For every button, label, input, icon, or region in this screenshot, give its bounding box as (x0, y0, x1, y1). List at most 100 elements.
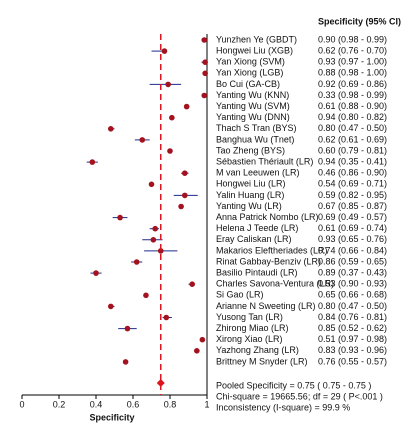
study-name: Eray Caliskan (LR) (216, 234, 292, 244)
study-name: Hongwei Liu (XGB) (216, 45, 293, 55)
point (89, 159, 96, 165)
study-value: 0.76 (0.55 - 0.57) (318, 356, 387, 366)
x-tick-label: 0.4 (90, 399, 103, 409)
x-tick-label: 0.2 (53, 399, 66, 409)
point (201, 92, 208, 99)
study-value: 0.83 (0.93 - 0.96) (318, 345, 387, 355)
pooled-diamond (156, 379, 165, 387)
point (124, 325, 131, 332)
point (201, 37, 208, 43)
x-tick-label: 0.8 (164, 399, 177, 409)
study-name: Helena J Teede (LR) (216, 223, 298, 233)
study-name: Si Gao (LR) (216, 290, 264, 300)
point (182, 192, 188, 199)
study-value: 0.61 (0.88 - 0.90) (318, 101, 387, 111)
study-name: Anna Patrick Nombo (LR) (216, 212, 319, 222)
point (161, 48, 168, 54)
study-name: Yanting Wu (KNN) (216, 90, 289, 100)
study-name: Banghua Wu (Tnet) (216, 134, 294, 144)
study-name: Rinat Gabbay-Benziv (LR) (216, 256, 321, 266)
study-value: 0.54 (0.69 - 0.71) (318, 179, 387, 189)
study-value: 0.65 (0.66 - 0.68) (318, 290, 387, 300)
point (178, 203, 184, 210)
study-value: 0.46 (0.86 - 0.90) (318, 168, 387, 178)
study-value: 0.61 (0.69 - 0.74) (318, 223, 387, 233)
study-value: 0.62 (0.76 - 0.70) (318, 45, 387, 55)
point (108, 126, 114, 132)
study-value: 0.51 (0.97 - 0.98) (318, 334, 387, 344)
header: Specificity (95% CI) (318, 16, 401, 26)
study-name: Arianne N Sweeting (LR) (216, 301, 316, 311)
point (143, 292, 149, 299)
study-name: Tao Zheng (BYS) (216, 145, 285, 155)
point (152, 225, 158, 232)
study-name: Hongwei Liu (LR) (216, 179, 286, 189)
study-value: 0.86 (0.59 - 0.65) (318, 256, 387, 266)
point (139, 137, 146, 143)
study-name: Zhirong Miao (LR) (216, 323, 289, 333)
point (108, 303, 114, 310)
study-name: Yalin Huang (LR) (216, 190, 284, 200)
study-value: 0.53 (0.90 - 0.93) (318, 279, 387, 289)
study-value: 0.80 (0.47 - 0.50) (318, 301, 387, 311)
point (199, 336, 206, 343)
x-axis-title: Specificity (89, 412, 134, 422)
study-name: Makarios Eleftheriades (LR) (216, 245, 328, 255)
study-name: Thach S Tran (BYS) (216, 123, 297, 133)
point (189, 281, 195, 288)
study-value: 0.33 (0.98 - 0.99) (318, 90, 387, 100)
study-value: 0.93 (0.65 - 0.76) (318, 234, 387, 244)
study-name: Yusong Tan (LR) (216, 312, 283, 322)
study-name: Charles Savona-Ventura (LR) (216, 279, 334, 289)
study-value: 0.62 (0.61 - 0.69) (318, 134, 387, 144)
point (165, 81, 171, 88)
study-value: 0.80 (0.47 - 0.50) (318, 123, 387, 133)
study-value: 0.84 (0.76 - 0.81) (318, 312, 387, 322)
x-tick-label: 1 (204, 399, 209, 409)
study-value: 0.89 (0.37 - 0.43) (318, 267, 387, 277)
study-value: 0.60 (0.79 - 0.81) (318, 145, 387, 155)
study-name: Sébastien Thériault (LR) (216, 156, 313, 166)
study-name: Yan Xiong (SVM) (216, 57, 285, 67)
pooled-text: Pooled Specificity = 0.75 ( 0.75 - 0.75 … (216, 380, 371, 390)
point (117, 214, 123, 221)
study-name: Yanting Wu (SVM) (216, 101, 290, 111)
study-name: Basilio Pintaudi (LR) (216, 267, 298, 277)
study-name: Bo Cui (GA-CB) (216, 79, 280, 89)
point (182, 170, 188, 176)
study-name: Yanting Wu (LR) (216, 201, 282, 211)
study-value: 0.67 (0.85 - 0.87) (318, 201, 387, 211)
point (148, 181, 155, 188)
study-name: M van Leeuwen (LR) (216, 168, 300, 178)
pooled-text: Chi-square = 19665.56; df = 29 ( P<.001 … (216, 391, 383, 401)
point (157, 248, 164, 254)
point (202, 59, 208, 65)
point (194, 348, 200, 354)
point (183, 103, 190, 110)
study-value: 0.74 (0.66 - 0.84) (318, 245, 387, 255)
x-tick-label: 0.6 (127, 399, 140, 409)
study-value: 0.69 (0.49 - 0.57) (318, 212, 387, 222)
study-value: 0.88 (0.98 - 1.00) (318, 68, 387, 78)
point (150, 237, 157, 243)
study-name: Yanting Wu (DNN) (216, 112, 290, 122)
study-name: Yazhong Zhang (LR) (216, 345, 299, 355)
point (169, 114, 175, 121)
point (93, 270, 99, 276)
study-value: 0.59 (0.82 - 0.95) (318, 190, 387, 200)
point (167, 148, 173, 154)
study-value: 0.94 (0.80 - 0.82) (318, 112, 387, 122)
study-value: 0.93 (0.97 - 1.00) (318, 57, 387, 67)
point (133, 259, 140, 265)
point (202, 70, 208, 77)
x-tick-label: 0 (19, 399, 24, 409)
study-name: Yunzhen Ye (GBDT) (216, 34, 297, 44)
study-value: 0.92 (0.69 - 0.86) (318, 79, 387, 89)
point (122, 359, 129, 365)
study-value: 0.94 (0.35 - 0.41) (318, 156, 387, 166)
pooled-text: Inconsistency (I-square) = 99.9 % (216, 402, 350, 412)
study-value: 0.90 (0.98 - 0.99) (318, 34, 387, 44)
study-name: Xirong Xiao (LR) (216, 334, 283, 344)
